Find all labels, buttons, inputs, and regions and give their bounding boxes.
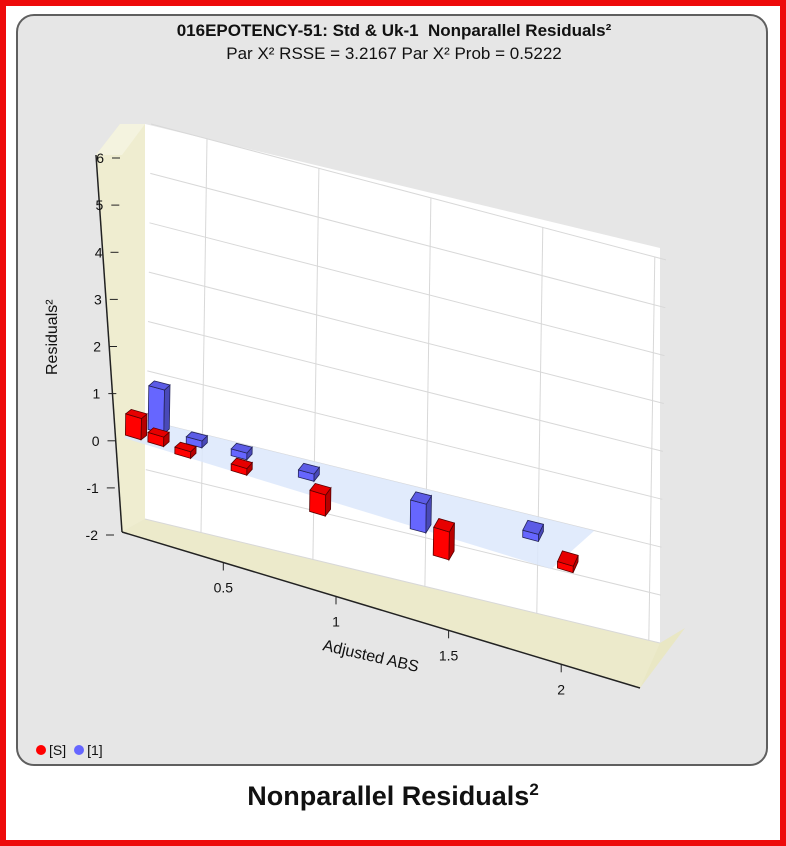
bar-1-0.5: [230, 442, 253, 461]
gridline-y-7: [150, 172, 666, 309]
chart-subtitle: Par X² RSSE = 3.2167 Par X² Prob = 0.522…: [226, 44, 562, 63]
y-tick-label: -2: [86, 527, 99, 543]
bar-top: [124, 408, 148, 419]
legend-item: [S]: [36, 742, 66, 758]
legend: [S] [1]: [36, 740, 111, 760]
chart-bars: [124, 380, 579, 574]
gridline-y-6: [149, 222, 665, 357]
bar-top: [230, 442, 253, 454]
gridline-y-0: [144, 518, 661, 644]
gridline-y-2: [146, 419, 662, 548]
bar-top: [556, 550, 579, 567]
bar-S-0.08: [124, 408, 148, 441]
bar-S-0.3: [174, 441, 197, 460]
bar-top: [174, 441, 197, 453]
bar-1-0.8: [297, 462, 321, 483]
x-axis-label: Adjusted ABS: [321, 637, 420, 676]
bar-S-2: [556, 550, 579, 574]
y-tick-label: 5: [96, 197, 104, 213]
y-tick-label: 6: [96, 150, 104, 166]
caption-superscript: 2: [529, 780, 539, 799]
bar-1-1.3: [409, 491, 433, 535]
gridline-x-0: [200, 138, 208, 533]
bar-1-0.13: [147, 380, 171, 435]
gridline-y-5: [148, 271, 664, 404]
bar-front: [409, 499, 427, 534]
bar-top: [309, 482, 332, 496]
bar-top: [409, 491, 433, 505]
legend-marker: [36, 745, 46, 755]
gridline-y-8: [150, 123, 667, 261]
bar-1-0.3: [185, 431, 209, 449]
y-tick-label: 2: [93, 339, 101, 355]
bar-S-0.18: [147, 427, 171, 448]
chart-walls: [95, 124, 685, 689]
left-wall-top: [96, 124, 145, 155]
bar-top: [433, 518, 456, 533]
legend-item: [1]: [74, 742, 103, 758]
legend-marker: [74, 745, 85, 755]
bar-top: [522, 519, 545, 535]
left-wall: [96, 124, 145, 532]
back-wall: [145, 124, 660, 643]
bar-1-1.8: [522, 519, 545, 543]
bar-top: [230, 457, 254, 470]
bar-side: [163, 384, 171, 435]
legend-label: [S]: [49, 742, 67, 758]
bar-front: [147, 385, 165, 435]
gridline-y-1: [145, 469, 661, 596]
bar-S-1.45: [432, 518, 456, 562]
bar-S-0.55: [230, 457, 254, 477]
chart-title: 016EPOTENCY-51: Std & Uk-1 Nonparallel R…: [176, 21, 612, 40]
x-tick-label: 1.5: [439, 647, 459, 663]
y-tick-label: 3: [94, 291, 102, 307]
x-axis-line: [121, 531, 641, 689]
bar-top: [185, 431, 209, 442]
gridline-y-4: [147, 321, 664, 452]
chart-ticks: -2 -1 0 1 2 3 4 5 6 0.5 1 1.5 2: [86, 150, 566, 697]
y-tick-label: 4: [95, 244, 103, 260]
bar-top: [297, 462, 321, 475]
y-tick-label: 0: [92, 433, 100, 449]
legend-label: [1]: [87, 742, 103, 758]
y-tick-label: 1: [93, 386, 101, 402]
y-axis-label: Residuals²: [44, 299, 61, 375]
bar-front: [432, 526, 450, 561]
page-caption: Nonparallel Residuals2: [0, 780, 786, 812]
caption-text: Nonparallel Residuals: [247, 781, 530, 811]
bar-top: [147, 427, 171, 438]
gridline-y-3: [147, 370, 663, 500]
chart-grid: [144, 123, 667, 644]
bar-top: [147, 380, 171, 391]
y-axis-line: [95, 154, 123, 533]
x-tick-label: 2: [557, 681, 565, 697]
y-tick-label: -1: [86, 480, 99, 496]
bar-S-0.9: [309, 482, 332, 518]
floor-top: [122, 519, 660, 688]
x-tick-label: 1: [332, 613, 340, 629]
gridline-x-4: [648, 256, 656, 641]
x-tick-label: 0.5: [214, 580, 234, 596]
